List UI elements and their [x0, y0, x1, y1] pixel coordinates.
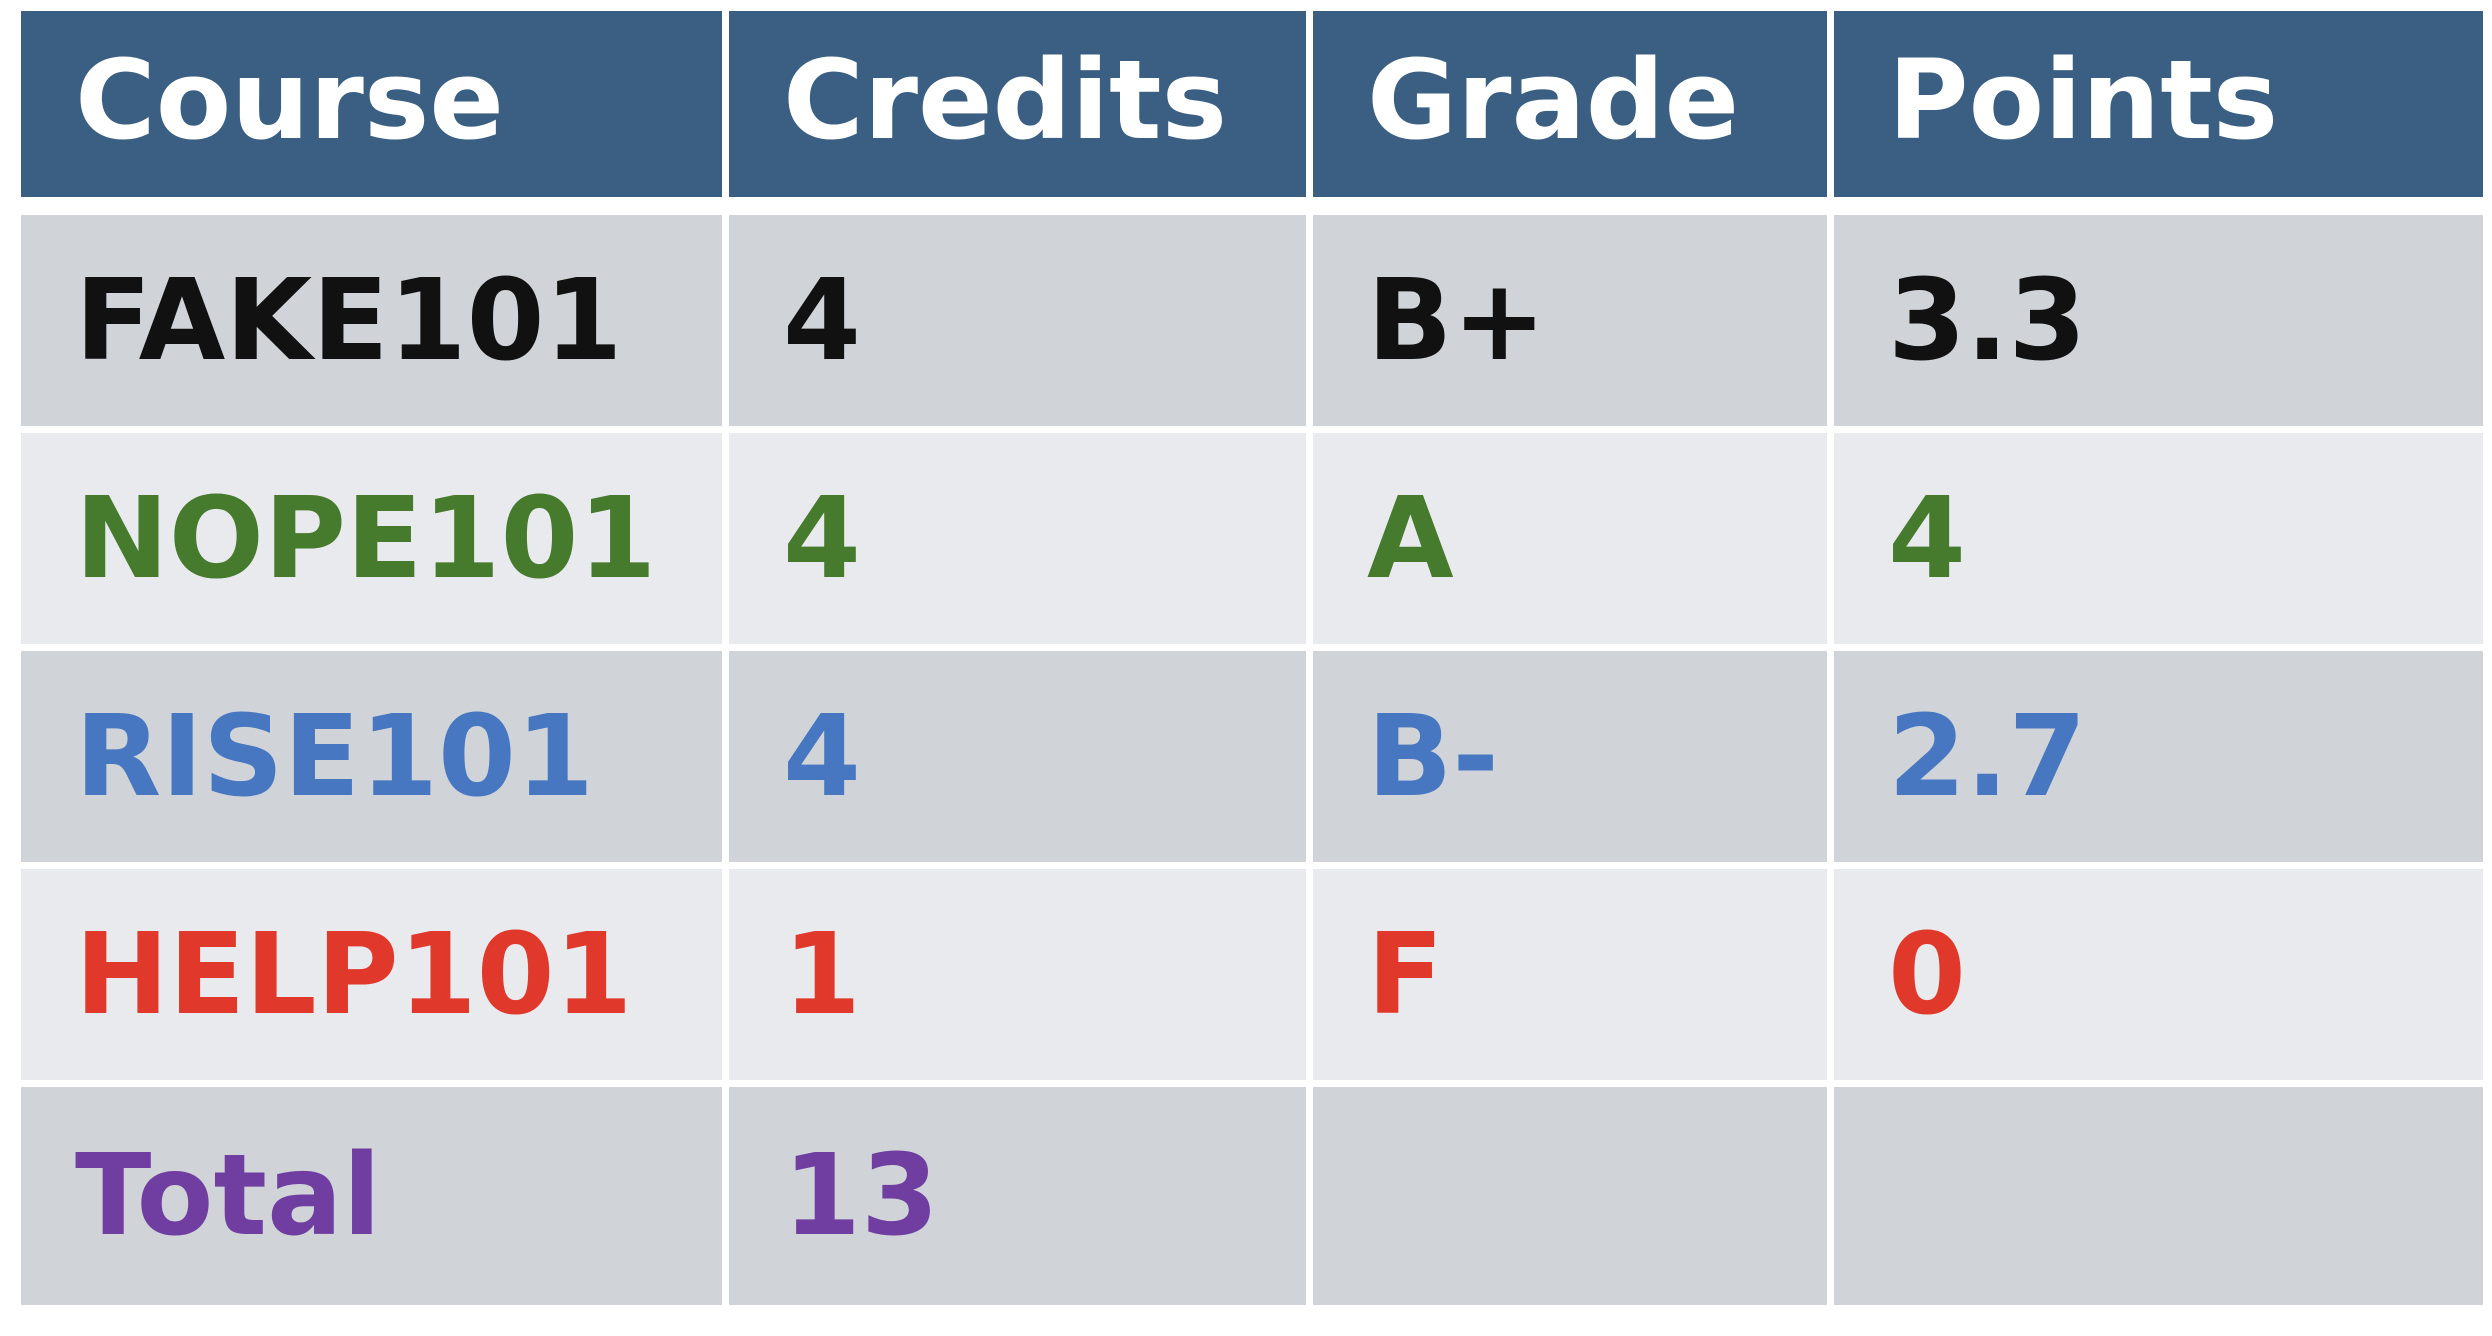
header-row: Course Credits Grade Points: [21, 11, 2483, 215]
total-row: Total 13: [21, 1087, 2483, 1305]
empty-cell: [1313, 1087, 1834, 1305]
credits-cell: 4: [729, 433, 1313, 651]
table-row: FAKE101 4 B+ 3.3: [21, 215, 2483, 433]
grade-table: Course Credits Grade Points FAKE101 4 B+…: [21, 11, 2483, 1305]
course-cell: RISE101: [21, 651, 729, 869]
header-credits: Credits: [729, 11, 1313, 215]
course-cell: NOPE101: [21, 433, 729, 651]
total-label-cell: Total: [21, 1087, 729, 1305]
grade-cell: A: [1313, 433, 1834, 651]
table-row: HELP101 1 F 0: [21, 869, 2483, 1087]
points-cell: 3.3: [1834, 215, 2483, 433]
points-cell: 4: [1834, 433, 2483, 651]
table-row: RISE101 4 B- 2.7: [21, 651, 2483, 869]
total-credits-cell: 13: [729, 1087, 1313, 1305]
empty-cell: [1834, 1087, 2483, 1305]
credits-cell: 4: [729, 651, 1313, 869]
grade-cell: F: [1313, 869, 1834, 1087]
grade-cell: B-: [1313, 651, 1834, 869]
header-grade: Grade: [1313, 11, 1834, 215]
course-cell: HELP101: [21, 869, 729, 1087]
table-header: Course Credits Grade Points: [21, 11, 2483, 215]
header-course: Course: [21, 11, 729, 215]
course-cell: FAKE101: [21, 215, 729, 433]
points-cell: 0: [1834, 869, 2483, 1087]
table-row: NOPE101 4 A 4: [21, 433, 2483, 651]
table-body: FAKE101 4 B+ 3.3 NOPE101 4 A 4 RISE101 4…: [21, 215, 2483, 1305]
header-points: Points: [1834, 11, 2483, 215]
credits-cell: 4: [729, 215, 1313, 433]
credits-cell: 1: [729, 869, 1313, 1087]
points-cell: 2.7: [1834, 651, 2483, 869]
grade-cell: B+: [1313, 215, 1834, 433]
